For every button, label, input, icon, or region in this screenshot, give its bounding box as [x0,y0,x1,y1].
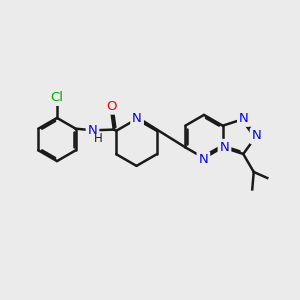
Text: N: N [132,112,142,125]
Text: N: N [88,124,98,137]
Text: O: O [106,100,117,113]
Text: N: N [239,112,249,125]
Text: H: H [94,132,103,145]
Text: N: N [199,153,208,166]
Text: N: N [252,129,261,142]
Text: Cl: Cl [50,91,64,104]
Text: N: N [220,141,230,154]
